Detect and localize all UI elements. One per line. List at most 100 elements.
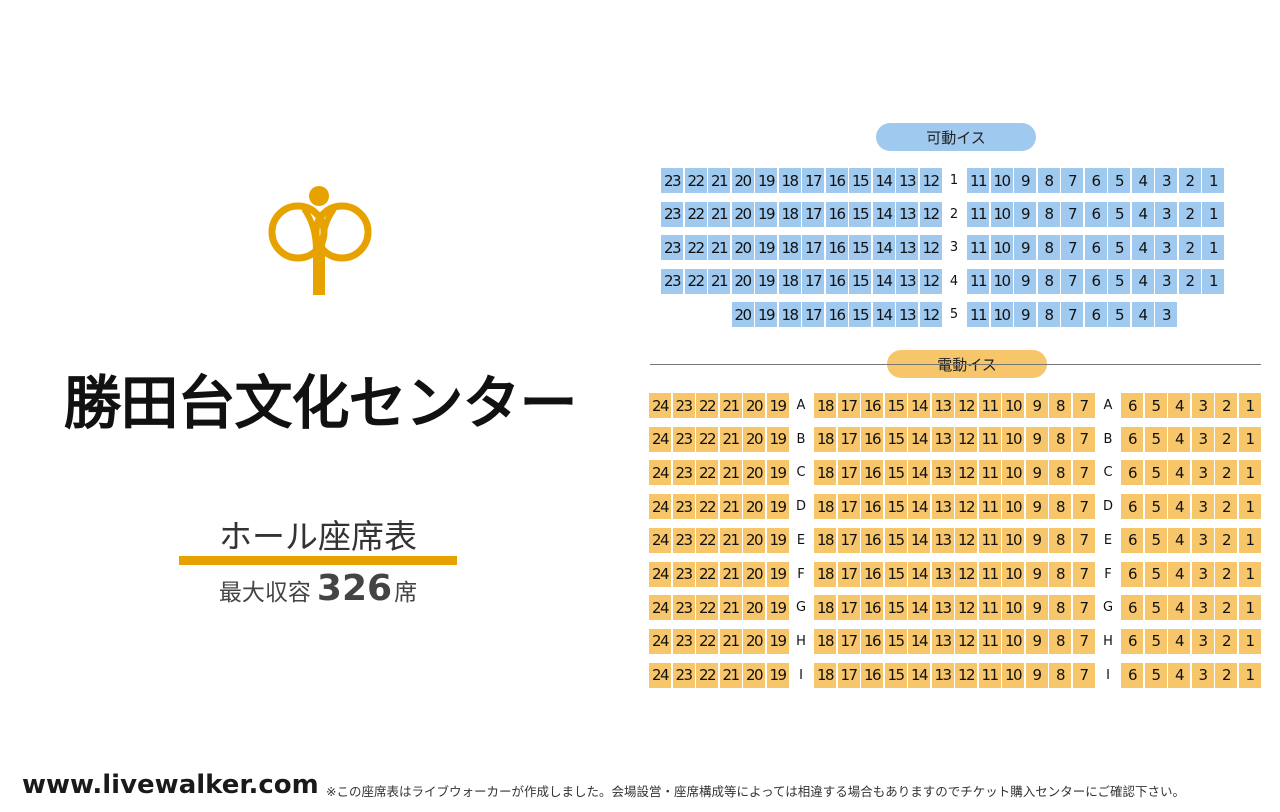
powered-seat-C-24: 24 — [649, 460, 671, 486]
row-label-4: 4 — [949, 273, 959, 289]
powered-seat-G-13: 13 — [931, 595, 954, 621]
seating-chart-subtitle: ホール座席表 — [219, 517, 417, 556]
row-label-F-left: F — [797, 566, 805, 582]
powered-seat-I-1: 1 — [1238, 662, 1261, 688]
movable-seat-3-8: 8 — [1037, 235, 1060, 261]
powered-seat-D-22: 22 — [696, 494, 718, 520]
powered-seat-G-17: 17 — [837, 595, 860, 621]
powered-seat-I-8: 8 — [1049, 662, 1071, 688]
movable-seat-5-4: 4 — [1131, 302, 1154, 328]
powered-seat-H-10: 10 — [1002, 628, 1024, 654]
powered-seat-G-23: 23 — [672, 595, 695, 621]
movable-seat-4-8: 8 — [1037, 268, 1060, 294]
movable-seat-1-19: 19 — [755, 168, 777, 193]
powered-seat-G-19: 19 — [766, 595, 789, 621]
powered-seat-A-3: 3 — [1191, 393, 1214, 418]
movable-seat-3-1: 1 — [1202, 235, 1224, 261]
powered-seat-C-19: 19 — [766, 460, 789, 486]
subtitle-underline — [179, 556, 457, 565]
section-label-movable: 可動イス — [876, 123, 1036, 151]
powered-seat-F-23: 23 — [672, 561, 695, 587]
movable-seat-5-10: 10 — [990, 302, 1013, 328]
powered-seat-F-7: 7 — [1072, 561, 1095, 587]
powered-seat-G-12: 12 — [955, 595, 977, 621]
powered-seat-A-21: 21 — [719, 393, 742, 418]
capacity-unit: 席 — [394, 580, 418, 606]
movable-seat-5-19: 19 — [755, 302, 777, 328]
site-url[interactable]: www.livewalker.com — [22, 770, 319, 800]
powered-seat-C-20: 20 — [743, 460, 765, 486]
movable-seat-4-3: 3 — [1155, 268, 1177, 294]
movable-seat-4-22: 22 — [684, 268, 707, 294]
movable-seat-5-7: 7 — [1061, 302, 1083, 328]
powered-seat-C-16: 16 — [861, 460, 883, 486]
movable-seat-4-5: 5 — [1108, 268, 1130, 294]
powered-seat-E-24: 24 — [649, 527, 671, 553]
movable-seat-5-3: 3 — [1155, 302, 1177, 328]
movable-seat-5-14: 14 — [872, 302, 895, 328]
powered-seat-E-12: 12 — [955, 527, 977, 553]
movable-seat-2-21: 21 — [708, 201, 730, 227]
powered-seat-C-21: 21 — [719, 460, 742, 486]
powered-seat-A-4: 4 — [1168, 393, 1190, 418]
movable-seat-2-18: 18 — [778, 201, 801, 227]
powered-seat-G-3: 3 — [1191, 595, 1214, 621]
powered-seat-F-16: 16 — [861, 561, 883, 587]
movable-seat-3-5: 5 — [1108, 235, 1130, 261]
powered-seat-F-15: 15 — [884, 561, 907, 587]
powered-seat-B-18: 18 — [814, 426, 836, 452]
powered-seat-E-7: 7 — [1072, 527, 1095, 553]
movable-seat-5-6: 6 — [1084, 302, 1107, 328]
powered-seat-B-8: 8 — [1049, 426, 1071, 452]
powered-seat-C-1: 1 — [1238, 460, 1261, 486]
movable-seat-4-7: 7 — [1061, 268, 1083, 294]
powered-seat-I-9: 9 — [1025, 662, 1048, 688]
powered-seat-C-18: 18 — [814, 460, 836, 486]
powered-seat-F-1: 1 — [1238, 561, 1261, 587]
row-label-5: 5 — [949, 307, 959, 323]
movable-seat-1-7: 7 — [1061, 168, 1083, 193]
powered-seat-G-15: 15 — [884, 595, 907, 621]
powered-seat-G-18: 18 — [814, 595, 836, 621]
powered-seat-I-4: 4 — [1168, 662, 1190, 688]
row-label-F-right: F — [1104, 566, 1112, 582]
movable-seat-2-6: 6 — [1084, 201, 1107, 227]
movable-seat-2-5: 5 — [1108, 201, 1130, 227]
powered-seat-H-7: 7 — [1072, 628, 1095, 654]
powered-seat-G-22: 22 — [696, 595, 718, 621]
powered-seat-I-24: 24 — [649, 662, 671, 688]
powered-seat-E-16: 16 — [861, 527, 883, 553]
powered-seat-B-1: 1 — [1238, 426, 1261, 452]
movable-seat-1-5: 5 — [1108, 168, 1130, 193]
powered-seat-F-9: 9 — [1025, 561, 1048, 587]
powered-seat-E-9: 9 — [1025, 527, 1048, 553]
powered-seat-A-2: 2 — [1215, 393, 1237, 418]
powered-seat-B-24: 24 — [649, 426, 671, 452]
movable-seat-1-9: 9 — [1014, 168, 1036, 193]
powered-seat-H-4: 4 — [1168, 628, 1190, 654]
powered-seat-E-5: 5 — [1144, 527, 1167, 553]
powered-seat-H-11: 11 — [978, 628, 1001, 654]
movable-seat-1-22: 22 — [684, 168, 707, 193]
movable-seat-4-11: 11 — [967, 268, 989, 294]
powered-seat-D-8: 8 — [1049, 494, 1071, 520]
powered-seat-I-6: 6 — [1121, 662, 1143, 688]
capacity-value: 326 — [316, 568, 393, 609]
powered-seat-G-7: 7 — [1072, 595, 1095, 621]
powered-seat-D-24: 24 — [649, 494, 671, 520]
movable-seat-3-17: 17 — [802, 235, 824, 261]
powered-seat-D-14: 14 — [908, 494, 930, 520]
movable-seat-3-13: 13 — [896, 235, 918, 261]
powered-seat-B-21: 21 — [719, 426, 742, 452]
powered-seat-F-8: 8 — [1049, 561, 1071, 587]
powered-seat-C-14: 14 — [908, 460, 930, 486]
powered-seat-D-15: 15 — [884, 494, 907, 520]
powered-seat-G-20: 20 — [743, 595, 765, 621]
movable-seat-4-4: 4 — [1131, 268, 1154, 294]
powered-seat-E-6: 6 — [1121, 527, 1143, 553]
powered-seat-E-8: 8 — [1049, 527, 1071, 553]
powered-seat-C-12: 12 — [955, 460, 977, 486]
powered-seat-A-22: 22 — [696, 393, 718, 418]
movable-seat-2-13: 13 — [896, 201, 918, 227]
powered-seat-A-5: 5 — [1144, 393, 1167, 418]
